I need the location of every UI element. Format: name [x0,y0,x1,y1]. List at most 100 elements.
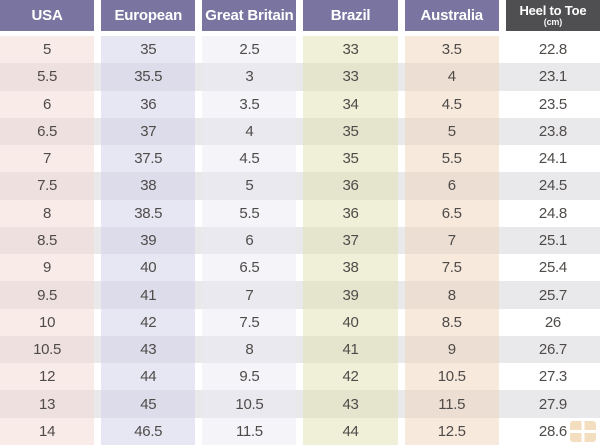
table-cell: 10.5 [404,363,499,391]
table-cell: 40 [303,308,398,336]
column-header-usa: USA [0,0,95,31]
column-header-brazil: Brazil [303,0,398,31]
table-row: 10 42 7.5 40 8.5 26 [0,308,600,336]
table-cell: 7 [202,281,297,309]
table-cell: 6.5 [202,254,297,282]
table-cell: 33 [303,36,398,64]
table-cell: 35 [303,117,398,146]
table-cell: 44 [303,417,398,445]
table-cell: 9 [404,335,499,364]
table-cell: 40 [101,254,196,282]
table-row: 9.5 41 7 39 8 25.7 [0,281,600,309]
table-cell: 4 [404,63,499,91]
table-cell: 39 [303,281,398,309]
table-cell: 3.5 [202,90,297,118]
table-cell: 8 [202,335,297,364]
table-cell: 10.5 [202,390,297,418]
table-row: 12 44 9.5 42 10.5 27.3 [0,363,600,391]
table-cell: 25.1 [538,231,567,249]
table-cell: 5.5 [0,63,95,91]
table-cell: 38.5 [101,199,196,227]
table-cell: 5 [0,36,95,64]
table-row: 10.5 43 8 41 9 26.7 [0,335,600,364]
table-cell: 10 [0,308,95,336]
heel-to-toe-label: Heel to Toe [519,2,587,18]
table-cell: 6 [0,90,95,118]
table-cell: 36 [101,90,196,118]
table-row: 8.5 39 6 37 7 25.1 [0,226,600,255]
table-cell: 3 [202,63,297,91]
table-cell: 12.5 [404,417,499,445]
table-cell: 43 [101,335,196,364]
table-cell: 45 [101,390,196,418]
table-cell: 22.8 [538,41,567,59]
table-cell: 11.5 [202,417,297,445]
table-cell: 13 [0,390,95,418]
table-cell: 28.6 [538,422,567,440]
table-cell: 44 [101,363,196,391]
table-cell: 11.5 [404,390,499,418]
heel-to-toe-unit-label: (cm) [543,16,562,27]
table-cell: 38 [303,254,398,282]
table-cell: 9.5 [202,363,297,391]
window-grid-icon [570,421,596,442]
table-cell: 25.7 [538,286,567,304]
table-row: 5 35 2.5 33 3.5 22.8 [0,36,600,64]
table-cell: 36 [303,199,398,227]
table-cell: 26.7 [538,341,567,359]
table-cell: 41 [101,281,196,309]
table-row: 13 45 10.5 43 11.5 27.9 [0,390,600,418]
table-cell: 8.5 [0,226,95,255]
table-cell: 39 [101,226,196,255]
table-cell: 4.5 [202,145,297,173]
table-cell: 27.3 [538,368,567,386]
table-cell: 6.5 [0,117,95,146]
table-cell: 6 [202,226,297,255]
table-cell: 23.1 [538,68,567,86]
table-row: 7 37.5 4.5 35 5.5 24.1 [0,145,600,173]
table-cell: 24.1 [538,150,567,168]
table-cell: 4 [202,117,297,146]
table-row: 6 36 3.5 34 4.5 23.5 [0,90,600,118]
table-row: 7.5 38 5 36 6 24.5 [0,172,600,200]
table-cell: 2.5 [202,36,297,64]
table-cell: 7 [0,145,95,173]
table-cell: 24.5 [538,177,567,195]
table-cell: 41 [303,335,398,364]
table-body: 5 35 2.5 33 3.5 22.8 5.5 35.5 3 33 4 23.1 6 36 3.5 34 4.… [0,36,600,445]
table-cell: 5 [202,172,297,200]
table-row: 9 40 6.5 38 7.5 25.4 [0,254,600,282]
table-cell: 7.5 [202,308,297,336]
table-cell: 7 [404,226,499,255]
table-cell: 7.5 [404,254,499,282]
table-cell: 37.5 [101,145,196,173]
table-cell: 4.5 [404,90,499,118]
table-cell: 37 [101,117,196,146]
table-cell: 23.5 [538,95,567,113]
table-cell: 12 [0,363,95,391]
table-cell: 35.5 [101,63,196,91]
table-cell: 35 [101,36,196,64]
table-cell: 33 [303,63,398,91]
table-cell: 35 [303,145,398,173]
table-row: 5.5 35.5 3 33 4 23.1 [0,63,600,91]
table-cell: 6 [404,172,499,200]
table-cell: 23.8 [538,122,567,140]
table-cell: 8 [404,281,499,309]
table-row: 6.5 37 4 35 5 23.8 [0,117,600,146]
column-header-australia: Australia [404,0,499,31]
column-header-great-britain: Great Britain [202,0,297,31]
table-cell: 34 [303,90,398,118]
table-cell: 9 [0,254,95,282]
table-cell: 42 [101,308,196,336]
table-cell: 14 [0,417,95,445]
table-cell: 8.5 [404,308,499,336]
table-cell: 37 [303,226,398,255]
table-cell: 38 [101,172,196,200]
table-cell: 27.9 [538,395,567,413]
column-header-european: European [101,0,196,31]
table-cell: 5.5 [202,199,297,227]
table-cell: 43 [303,390,398,418]
table-cell: 3.5 [404,36,499,64]
